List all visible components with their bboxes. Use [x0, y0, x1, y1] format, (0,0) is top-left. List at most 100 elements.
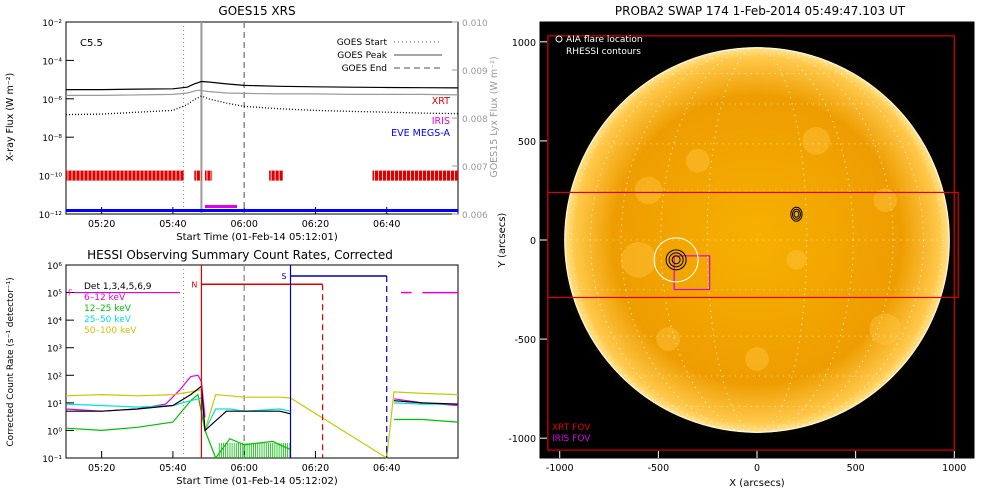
goes-axis-ticks: 10⁻² 10⁻⁴ 10⁻⁶ 10⁻⁸ 10⁻¹⁰ 10⁻¹² 0.010 0.009 0.00…	[39, 19, 488, 230]
goes-y2tick-label: 0.009	[462, 67, 488, 77]
goes-inst-label: EVE MEGS-A	[391, 128, 450, 139]
hessi-ytick-label: 10⁰	[47, 427, 62, 437]
swap-xtick-label: 0	[754, 463, 760, 474]
goes-ytick-label: 10⁻⁴	[42, 57, 62, 67]
goes-ylabel: X-ray Flux (W m⁻²)	[5, 73, 16, 162]
swap-xlabel: X (arcsecs)	[729, 478, 785, 489]
goes-panel: GOES15 XRS 10⁻² 10⁻⁴ 10⁻⁶ 10⁻⁸ 10⁻¹⁰ 10⁻¹² 0.0…	[5, 4, 500, 243]
hessi-xtick-label: 06:40	[373, 463, 400, 474]
hessi-xtick-label: 06:20	[302, 463, 329, 474]
hessi-legend-label: 25–50 keV	[84, 315, 132, 325]
hessi-flag-label: N	[191, 280, 197, 289]
hessi-series-line	[65, 388, 459, 460]
goes-y2tick-label: 0.006	[462, 211, 488, 221]
swap-bright-region	[620, 242, 657, 278]
goes-data-layer	[65, 22, 459, 214]
swap-image-layer	[547, 35, 961, 451]
hessi-ytick-label: 10⁶	[47, 262, 62, 272]
swap-ytick-label: -1000	[508, 434, 536, 445]
goes-plot-frame	[65, 21, 459, 215]
swap-axis-ticks: -1000 -500 0 500 1000 1000 500 0 -500 -1000	[508, 38, 966, 474]
swap-panel: PROBA2 SWAP 174 1-Feb-2014 05:49:47.103 …	[497, 4, 975, 489]
hessi-xtick-label: 05:20	[88, 463, 115, 474]
swap-legend-marker	[555, 35, 563, 43]
hessi-legend-label: Det 1,3,4,5,6,9	[84, 282, 152, 292]
swap-ytick-label: 500	[518, 137, 536, 148]
goes-series-lyx	[66, 89, 459, 97]
swap-aia-flare-circle	[653, 237, 699, 283]
hessi-ytick-label: 10⁵	[47, 290, 62, 300]
swap-bright-region	[802, 127, 830, 155]
goes-title: GOES15 XRS	[218, 4, 295, 18]
goes-y2tick-label: 0.007	[462, 163, 488, 173]
goes-inst-label: IRIS	[432, 116, 450, 127]
goes-coverage-xrt	[269, 170, 284, 181]
hessi-series-line	[66, 385, 291, 432]
swap-rhessi-contour	[668, 252, 684, 268]
hessi-xtick-label: 06:00	[230, 463, 257, 474]
swap-rhessi-contour	[665, 249, 687, 271]
hessi-flag-label: S	[281, 272, 286, 281]
hessi-data-layer: N S F	[65, 265, 459, 460]
goes-ytick-label: 10⁻⁶	[42, 96, 62, 106]
swap-grid-lon	[570, 47, 944, 433]
goes-y2tick-label: 0.010	[462, 19, 488, 29]
hessi-ytick-label: 10³	[47, 345, 62, 355]
swap-bright-region	[656, 327, 681, 351]
goes-coverage-xrt	[66, 170, 184, 181]
goes-ytick-label: 10⁻¹²	[39, 211, 63, 221]
swap-legend-label: RHESSI contours	[566, 47, 641, 57]
hessi-f-label: F	[68, 289, 73, 298]
swap-title: PROBA2 SWAP 174 1-Feb-2014 05:49:47.103 …	[615, 4, 906, 18]
swap-xtick-label: 500	[847, 463, 865, 474]
swap-fov-label: IRIS FOV	[552, 434, 591, 444]
swap-legend-marker	[555, 47, 563, 55]
swap-rhessi-source	[790, 206, 803, 222]
hessi-ytick-label: 10²	[47, 372, 62, 382]
swap-bright-region	[745, 347, 769, 371]
goes-coverage-xrt	[372, 170, 458, 181]
swap-rhessi-source	[791, 208, 801, 220]
goes-xtick-label: 06:40	[373, 219, 400, 230]
goes-y2tick-label: 0.008	[462, 115, 488, 125]
swap-ytick-label: 0	[530, 236, 536, 247]
swap-grid-lon	[706, 47, 808, 433]
goes-xtick-label: 06:20	[302, 219, 329, 230]
swap-legend-label: AIA flare location	[566, 35, 643, 45]
swap-grid-lon	[620, 47, 894, 433]
hessi-legend-label: 50–100 keV	[84, 326, 137, 336]
hessi-ytick-label: 10⁴	[47, 317, 62, 327]
swap-rhessi-contour	[671, 255, 681, 265]
goes-coverage-xrt	[204, 170, 213, 181]
swap-bright-region	[634, 176, 663, 205]
goes-inst-label: XRT	[432, 96, 450, 107]
swap-bright-region	[873, 188, 898, 213]
goes-xtick-label: 05:40	[159, 219, 186, 230]
goes-legend-label: GOES Start	[337, 38, 388, 48]
hessi-legend-label: 12–25 keV	[84, 304, 132, 314]
swap-xrt-outer-fov	[547, 35, 955, 451]
swap-ylabel: Y (arcsecs)	[497, 213, 508, 269]
swap-rhessi-source	[793, 210, 800, 218]
goes-series-long	[66, 80, 459, 91]
swap-bright-region	[869, 313, 902, 345]
goes-y2label: GOES15 Lyx Flux (W m⁻²)	[489, 56, 500, 177]
swap-iris-fov	[673, 255, 711, 291]
hessi-ylabel: Corrected Count Rate (s⁻¹ detector⁻¹)	[6, 277, 16, 446]
goes-ytick-label: 10⁻²	[42, 19, 62, 29]
goes-legend-label: GOES Peak	[337, 51, 387, 61]
swap-xtick-label: 1000	[942, 463, 966, 474]
goes-xtick-label: 06:00	[230, 219, 257, 230]
hessi-series-line	[393, 418, 459, 423]
goes-series-short	[65, 95, 459, 116]
goes-legend: GOES Start GOES Peak GOES End	[337, 38, 442, 74]
swap-ytick-label: -500	[514, 335, 536, 346]
goes-xtick-label: 05:20	[88, 219, 115, 230]
swap-grid-lon	[660, 47, 854, 433]
swap-legend: AIA flare location RHESSI contours XRT FOV…	[552, 35, 643, 444]
swap-xtick-label: -500	[648, 463, 670, 474]
swap-xtick-label: -1000	[546, 463, 574, 474]
hessi-xtick-label: 05:40	[159, 463, 186, 474]
